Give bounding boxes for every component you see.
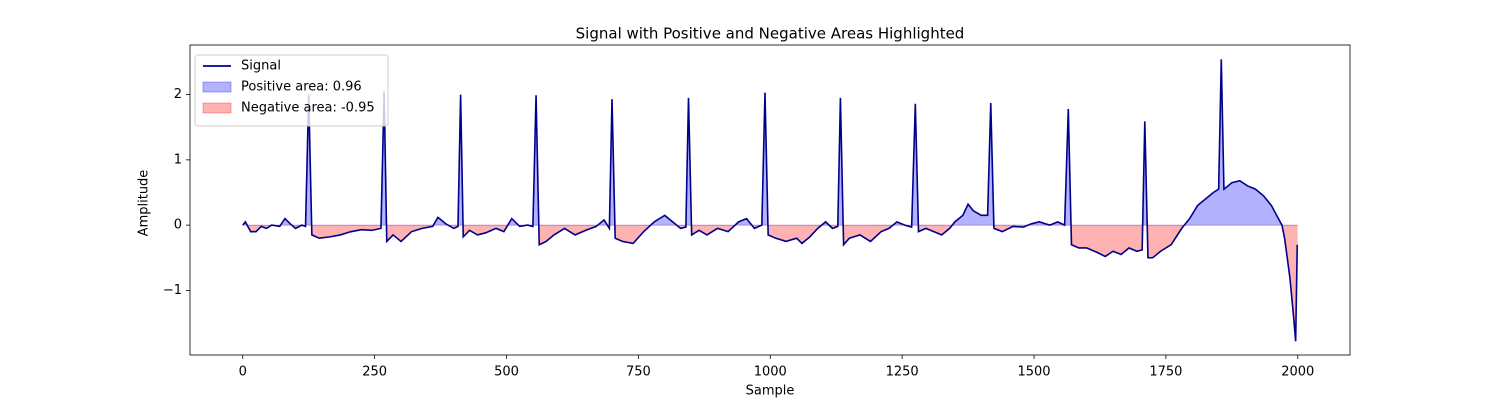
legend-label: Signal bbox=[241, 59, 281, 74]
x-tick-label: 1750 bbox=[1149, 365, 1182, 380]
chart-title: Signal with Positive and Negative Areas … bbox=[576, 25, 965, 43]
x-tick-label: 1500 bbox=[1017, 365, 1050, 380]
area-fill bbox=[242, 224, 1298, 342]
y-axis-label: Amplitude bbox=[137, 170, 152, 237]
legend-box bbox=[194, 54, 389, 127]
y-tick-label: 1 bbox=[174, 152, 182, 167]
y-tick-label: −1 bbox=[163, 283, 182, 298]
x-tick-label: 1000 bbox=[754, 365, 787, 380]
x-tick-label: 250 bbox=[362, 365, 387, 380]
x-axis-label: Sample bbox=[746, 384, 795, 399]
x-tick-label: 750 bbox=[626, 365, 651, 380]
legend-patch bbox=[202, 102, 232, 114]
area-fill bbox=[242, 59, 1298, 226]
signal-line bbox=[242, 59, 1299, 342]
x-tick-label: 0 bbox=[239, 365, 247, 380]
legend-label: Negative area: -0.95 bbox=[241, 101, 375, 116]
x-tick-label: 500 bbox=[494, 365, 519, 380]
legend-patch bbox=[202, 81, 232, 93]
x-tick-label: 1250 bbox=[886, 365, 919, 380]
y-tick-label: 2 bbox=[174, 87, 182, 102]
y-tick-label: 0 bbox=[174, 218, 182, 233]
x-tick-label: 2000 bbox=[1281, 365, 1314, 380]
legend: Signal Positive area: 0.96 Negative area: … bbox=[194, 54, 389, 127]
legend-label: Positive area: 0.96 bbox=[241, 80, 362, 95]
